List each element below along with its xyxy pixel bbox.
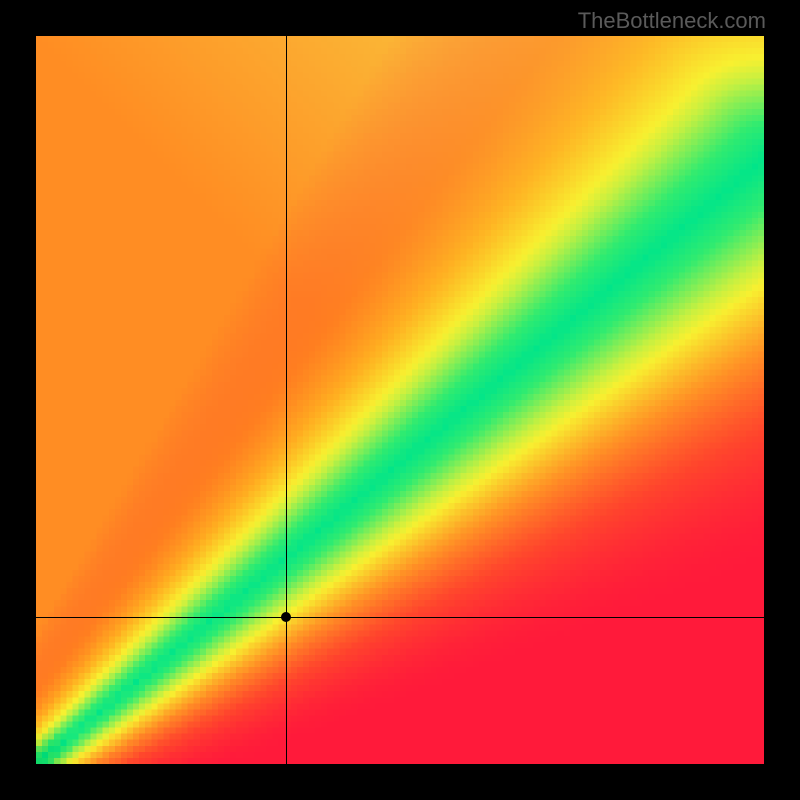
plot-area xyxy=(36,36,764,764)
crosshair-vertical xyxy=(286,36,287,764)
heatmap-canvas xyxy=(36,36,764,764)
crosshair-horizontal xyxy=(36,617,764,618)
crosshair-marker xyxy=(281,612,291,622)
watermark-text: TheBottleneck.com xyxy=(578,8,766,34)
chart-container: TheBottleneck.com xyxy=(0,0,800,800)
